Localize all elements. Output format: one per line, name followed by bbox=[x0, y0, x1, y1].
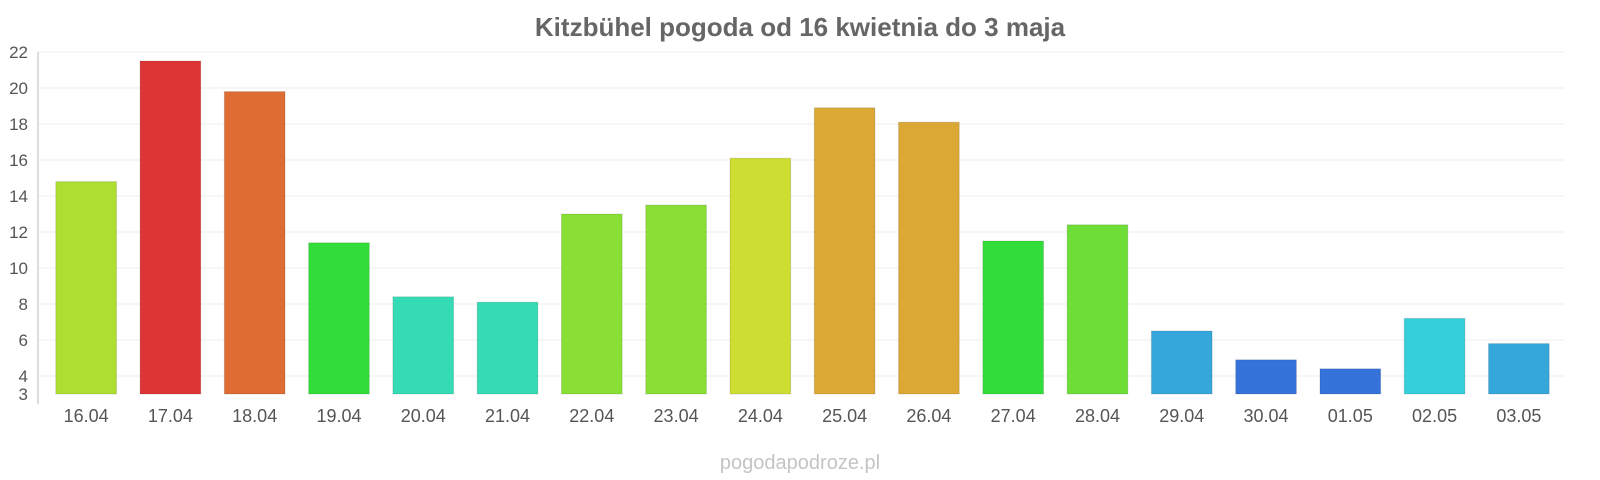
y-tick-label: 18 bbox=[9, 115, 28, 134]
y-tick-label: 14 bbox=[9, 187, 28, 206]
bar-02.05 bbox=[1403, 317, 1466, 395]
watermark: pogodapodroze.pl bbox=[720, 452, 880, 474]
x-tick-label: 19.04 bbox=[316, 406, 361, 426]
y-tick-label: 20 bbox=[9, 79, 28, 98]
bar-19.04 bbox=[308, 242, 370, 395]
y-tick-label: 10 bbox=[9, 259, 28, 278]
bar-25.04 bbox=[813, 107, 876, 395]
x-tick-label: 29.04 bbox=[1159, 406, 1204, 426]
x-tick-label: 26.04 bbox=[906, 406, 951, 426]
x-tick-label: 24.04 bbox=[738, 406, 783, 426]
x-tick-label: 18.04 bbox=[232, 406, 277, 426]
x-tick-label: 01.05 bbox=[1328, 406, 1373, 426]
x-tick-label: 21.04 bbox=[485, 406, 530, 426]
bar-22.04 bbox=[560, 213, 623, 395]
bar-29.04 bbox=[1150, 330, 1213, 395]
y-tick-label: 12 bbox=[9, 223, 28, 242]
bar-01.05 bbox=[1319, 368, 1382, 395]
bar-16.04 bbox=[55, 181, 117, 395]
y-tick-label: 8 bbox=[19, 295, 28, 314]
bar-26.04 bbox=[898, 121, 960, 395]
x-tick-label: 25.04 bbox=[822, 406, 867, 426]
bar-28.04 bbox=[1066, 224, 1129, 395]
bars bbox=[55, 60, 1550, 395]
x-tick-label: 03.05 bbox=[1496, 406, 1541, 426]
bar-23.04 bbox=[645, 204, 707, 395]
bar-20.04 bbox=[392, 296, 455, 395]
bar-03.05 bbox=[1488, 343, 1550, 395]
grid-lines bbox=[38, 51, 1565, 377]
chart-title: Kitzbühel pogoda od 16 kwietnia do 3 maj… bbox=[535, 12, 1066, 42]
bar-24.04 bbox=[729, 157, 792, 395]
x-tick-label: 27.04 bbox=[991, 406, 1036, 426]
bar-27.04 bbox=[982, 240, 1045, 395]
y-tick-label: 6 bbox=[19, 331, 28, 350]
x-tick-label: 17.04 bbox=[148, 406, 193, 426]
bar-18.04 bbox=[223, 91, 286, 395]
x-tick-label: 20.04 bbox=[401, 406, 446, 426]
y-axis-ticks: 34 6 8 10 12 14 16 18 20 22 bbox=[9, 43, 28, 404]
x-tick-label: 22.04 bbox=[569, 406, 614, 426]
y-tick-label: 3 bbox=[19, 385, 28, 404]
x-tick-label: 23.04 bbox=[654, 406, 699, 426]
y-tick-label: 4 bbox=[19, 367, 28, 386]
bar-21.04 bbox=[476, 301, 539, 395]
x-tick-label: 02.05 bbox=[1412, 406, 1457, 426]
x-tick-label: 28.04 bbox=[1075, 406, 1120, 426]
x-tick-label: 30.04 bbox=[1244, 406, 1289, 426]
bar-30.04 bbox=[1235, 359, 1297, 395]
y-tick-label: 16 bbox=[9, 151, 28, 170]
x-axis-ticks: 16.04 17.04 18.04 19.04 20.04 21.04 22.04 23.04… bbox=[64, 406, 1542, 426]
bar-17.04 bbox=[139, 60, 202, 395]
x-tick-label: 16.04 bbox=[64, 406, 109, 426]
y-tick-label: 22 bbox=[9, 43, 28, 62]
